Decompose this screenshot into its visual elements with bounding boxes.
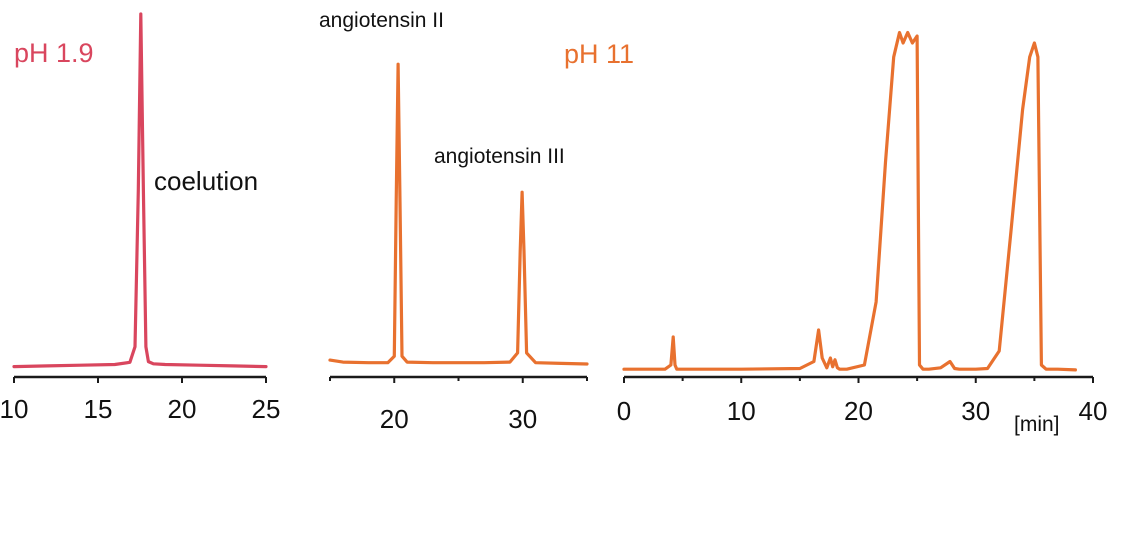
- x-tick-label: 10: [0, 394, 28, 424]
- chromatogram-trace: [328, 62, 589, 366]
- panel-ph-11: 0 10 20 30 40 pH 11 [min]: [564, 30, 1108, 436]
- x-tick-label: 25: [252, 394, 281, 424]
- x-axis-unit-label: [min]: [1014, 413, 1060, 436]
- peak-annotation: angiotensin II: [319, 9, 444, 32]
- x-tick-label: 20: [844, 396, 873, 426]
- x-tick-label: 40: [1079, 396, 1108, 426]
- x-tick-label: 10: [727, 396, 756, 426]
- ph-label: pH 11: [564, 39, 634, 69]
- x-tick-label: 20: [168, 394, 197, 424]
- ph-label: pH 1.9: [14, 38, 94, 68]
- x-tick-label: 20: [380, 404, 409, 434]
- peak-annotation: angiotensin III: [434, 145, 565, 168]
- panel-angiotensin-separation: 20 30 angiotensin II angiotensin III: [319, 9, 589, 434]
- chromatogram-trace: [12, 12, 268, 369]
- panel-ph-1-9: 10 15 20 25 pH 1.9 coelution: [0, 12, 281, 424]
- chromatogram-trace: [622, 30, 1077, 372]
- x-tick-label: 30: [508, 404, 537, 434]
- x-tick-label: 0: [617, 396, 631, 426]
- x-tick-label: 15: [84, 394, 113, 424]
- x-tick-label: 30: [961, 396, 990, 426]
- peak-annotation: coelution: [154, 166, 258, 196]
